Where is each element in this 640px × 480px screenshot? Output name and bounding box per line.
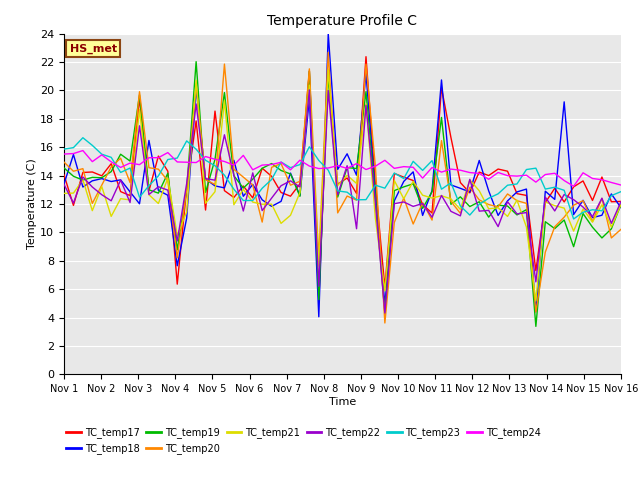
Line: TC_temp23: TC_temp23 xyxy=(64,138,621,219)
TC_temp21 xyxy=(202,200,209,206)
Line: TC_temp22: TC_temp22 xyxy=(64,90,621,313)
TC_temp17 xyxy=(60,172,68,178)
TC_temp22 xyxy=(249,170,257,176)
Line: TC_temp17: TC_temp17 xyxy=(64,57,621,300)
TC_temp20 xyxy=(221,61,228,67)
TC_temp18 xyxy=(617,204,625,210)
TC_temp23 xyxy=(570,216,577,222)
TC_temp17 xyxy=(154,153,162,159)
TC_temp23 xyxy=(230,186,237,192)
TC_temp20 xyxy=(428,217,436,223)
TC_temp24 xyxy=(211,156,219,162)
TC_temp17 xyxy=(428,210,436,216)
TC_temp18 xyxy=(60,181,68,187)
TC_temp22 xyxy=(221,132,228,138)
TC_temp18 xyxy=(154,188,162,193)
TC_temp17 xyxy=(221,188,228,193)
Legend: TC_temp17, TC_temp18, TC_temp19, TC_temp20, TC_temp21, TC_temp22, TC_temp23, TC_: TC_temp17, TC_temp18, TC_temp19, TC_temp… xyxy=(63,423,545,458)
Y-axis label: Temperature (C): Temperature (C) xyxy=(28,158,37,250)
TC_temp17 xyxy=(362,54,370,60)
TC_temp18 xyxy=(221,185,228,191)
TC_temp19 xyxy=(419,205,426,211)
TC_temp21 xyxy=(60,191,68,196)
Line: TC_temp20: TC_temp20 xyxy=(64,52,621,323)
TC_temp21 xyxy=(249,199,257,205)
TC_temp20 xyxy=(381,320,388,326)
TC_temp20 xyxy=(202,177,209,182)
TC_temp23 xyxy=(249,198,257,204)
TC_temp18 xyxy=(315,314,323,320)
TC_temp22 xyxy=(239,208,247,214)
TC_temp23 xyxy=(617,189,625,194)
TC_temp21 xyxy=(419,192,426,198)
TC_temp18 xyxy=(249,181,257,187)
TC_temp21 xyxy=(239,186,247,192)
TC_temp19 xyxy=(617,202,625,208)
TC_temp21 xyxy=(154,201,162,206)
TC_temp23 xyxy=(259,185,266,191)
TC_temp22 xyxy=(617,199,625,205)
TC_temp24 xyxy=(419,175,426,181)
Text: HS_met: HS_met xyxy=(70,44,116,54)
TC_temp23 xyxy=(419,168,426,173)
TC_temp17 xyxy=(315,298,323,303)
TC_temp18 xyxy=(239,193,247,199)
TC_temp18 xyxy=(202,176,209,182)
TC_temp22 xyxy=(428,215,436,220)
TC_temp22 xyxy=(202,176,209,181)
TC_temp17 xyxy=(239,183,247,189)
TC_temp21 xyxy=(324,67,332,72)
Line: TC_temp24: TC_temp24 xyxy=(64,151,621,186)
Line: TC_temp21: TC_temp21 xyxy=(64,70,621,301)
TC_temp19 xyxy=(211,156,219,162)
TC_temp17 xyxy=(202,207,209,213)
TC_temp19 xyxy=(60,165,68,171)
TC_temp24 xyxy=(259,162,266,168)
TC_temp19 xyxy=(230,173,237,179)
TC_temp20 xyxy=(617,227,625,232)
TC_temp19 xyxy=(154,190,162,196)
TC_temp17 xyxy=(617,199,625,204)
TC_temp19 xyxy=(532,324,540,329)
TC_temp20 xyxy=(60,159,68,165)
Title: Temperature Profile C: Temperature Profile C xyxy=(268,14,417,28)
TC_temp18 xyxy=(428,188,436,193)
TC_temp24 xyxy=(60,151,68,157)
TC_temp20 xyxy=(239,174,247,180)
TC_temp19 xyxy=(259,166,266,171)
TC_temp21 xyxy=(532,298,540,304)
TC_temp24 xyxy=(79,148,86,154)
TC_temp23 xyxy=(164,156,172,162)
Line: TC_temp18: TC_temp18 xyxy=(64,34,621,317)
TC_temp23 xyxy=(211,163,219,168)
TC_temp24 xyxy=(570,183,577,189)
TC_temp23 xyxy=(60,146,68,152)
TC_temp24 xyxy=(164,150,172,156)
TC_temp21 xyxy=(617,202,625,208)
TC_temp24 xyxy=(617,182,625,188)
TC_temp20 xyxy=(324,49,332,55)
TC_temp23 xyxy=(79,135,86,141)
TC_temp24 xyxy=(230,162,237,168)
TC_temp22 xyxy=(381,310,388,316)
X-axis label: Time: Time xyxy=(329,397,356,407)
TC_temp19 xyxy=(192,59,200,64)
Line: TC_temp19: TC_temp19 xyxy=(64,61,621,326)
TC_temp21 xyxy=(221,97,228,103)
TC_temp19 xyxy=(249,176,257,182)
TC_temp17 xyxy=(249,195,257,201)
TC_temp22 xyxy=(60,181,68,187)
TC_temp20 xyxy=(249,182,257,188)
TC_temp20 xyxy=(154,166,162,172)
TC_temp22 xyxy=(305,87,313,93)
TC_temp18 xyxy=(324,31,332,36)
TC_temp24 xyxy=(249,167,257,173)
TC_temp22 xyxy=(154,184,162,190)
